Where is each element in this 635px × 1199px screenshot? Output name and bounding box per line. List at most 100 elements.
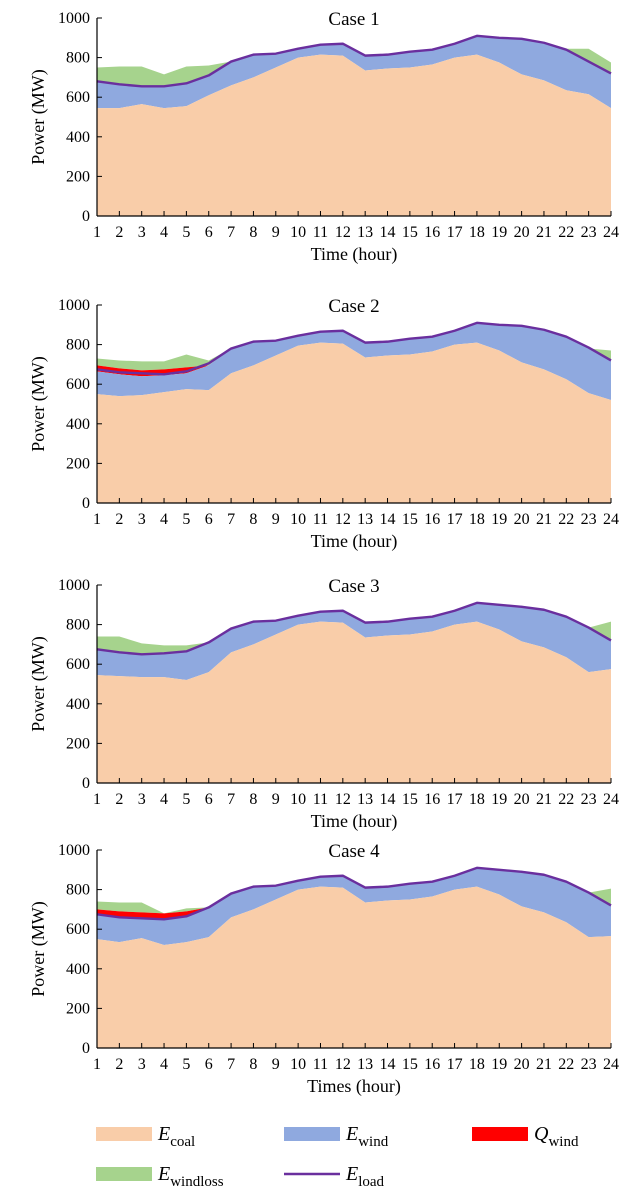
y-tick-label: 200 [66, 168, 90, 185]
x-tick-label: 23 [581, 224, 597, 241]
x-tick-label: 13 [357, 511, 373, 528]
x-tick-label: 24 [603, 1056, 619, 1073]
area-e-coal [97, 886, 611, 1048]
x-tick-label: 18 [469, 791, 485, 808]
x-tick-label: 19 [491, 1056, 507, 1073]
area-q-wind [97, 867, 611, 920]
x-tick-label: 7 [227, 224, 235, 241]
y-tick-label: 800 [66, 337, 90, 354]
y-tick-label: 600 [66, 656, 90, 673]
x-tick-label: 12 [335, 511, 351, 528]
x-tick-label: 9 [272, 511, 280, 528]
y-tick-label: 0 [82, 775, 90, 792]
legend-swatch-windloss [96, 1167, 152, 1181]
x-tick-label: 24 [603, 511, 619, 528]
x-tick-label: 12 [335, 791, 351, 808]
legend-swatch-wind [284, 1127, 340, 1141]
x-tick-label: 5 [182, 1056, 190, 1073]
x-tick-label: 21 [536, 224, 552, 241]
y-axis-title: Power (MW) [28, 356, 49, 451]
x-tick-label: 11 [313, 224, 328, 241]
x-tick-label: 22 [558, 1056, 574, 1073]
x-tick-label: 1 [93, 791, 101, 808]
y-tick-label: 0 [82, 495, 90, 512]
y-tick-label: 200 [66, 455, 90, 472]
y-tick-label: 600 [66, 376, 90, 393]
x-tick-label: 10 [290, 1056, 306, 1073]
y-tick-label: 600 [66, 921, 90, 938]
panel-title: Case 2 [328, 296, 379, 317]
x-tick-label: 21 [536, 511, 552, 528]
x-tick-label: 3 [138, 791, 146, 808]
x-tick-label: 14 [380, 1056, 396, 1073]
y-tick-label: 200 [66, 735, 90, 752]
x-tick-label: 19 [491, 224, 507, 241]
x-tick-label: 5 [182, 511, 190, 528]
legend-item-load: Eload [284, 1163, 385, 1190]
x-tick-label: 8 [249, 791, 257, 808]
x-tick-label: 17 [447, 224, 463, 241]
legend-subscript: load [358, 1174, 384, 1190]
x-tick-label: 15 [402, 791, 418, 808]
x-tick-label: 12 [335, 224, 351, 241]
legend-item-coal: Ecoal [96, 1123, 195, 1150]
x-tick-label: 4 [160, 1056, 168, 1073]
x-tick-label: 3 [138, 511, 146, 528]
y-tick-label: 400 [66, 696, 90, 713]
x-tick-label: 15 [402, 224, 418, 241]
x-tick-label: 19 [491, 791, 507, 808]
x-tick-label: 24 [603, 224, 619, 241]
panel-title: Case 4 [328, 841, 380, 862]
x-axis-title: Times (hour) [307, 1076, 401, 1097]
x-tick-label: 18 [469, 511, 485, 528]
y-tick-label: 1000 [58, 10, 90, 27]
area-e-wind [97, 322, 611, 401]
x-tick-label: 13 [357, 791, 373, 808]
area-e-wind [97, 867, 611, 946]
x-tick-label: 14 [380, 511, 396, 528]
x-tick-label: 11 [313, 1056, 328, 1073]
x-tick-label: 22 [558, 791, 574, 808]
panel-title: Case 3 [328, 576, 379, 597]
x-tick-label: 11 [313, 791, 328, 808]
legend-symbol: E [345, 1123, 358, 1145]
area-e-wind [97, 35, 611, 109]
x-tick-label: 1 [93, 1056, 101, 1073]
y-tick-label: 800 [66, 617, 90, 634]
x-tick-label: 17 [447, 791, 463, 808]
x-tick-label: 7 [227, 511, 235, 528]
line-e-load [96, 34, 612, 88]
area-e-windloss [97, 35, 611, 87]
x-tick-label: 9 [272, 791, 280, 808]
legend-item-windloss: Ewindloss [96, 1163, 224, 1190]
y-axis-title: Power (MW) [28, 636, 49, 731]
x-tick-label: 5 [182, 791, 190, 808]
y-tick-label: 0 [82, 1040, 90, 1057]
x-tick-label: 13 [357, 224, 373, 241]
area-e-windloss [97, 867, 611, 914]
x-tick-label: 16 [424, 1056, 440, 1073]
x-axis-title: Time (hour) [311, 531, 398, 552]
line-e-load [96, 866, 612, 921]
x-tick-label: 13 [357, 1056, 373, 1073]
x-tick-label: 8 [249, 1056, 257, 1073]
x-tick-label: 6 [205, 224, 213, 241]
x-tick-label: 3 [138, 224, 146, 241]
y-axis-title: Power (MW) [28, 901, 49, 996]
legend-swatch-coal [96, 1127, 152, 1141]
y-tick-label: 600 [66, 89, 90, 106]
x-tick-label: 6 [205, 791, 213, 808]
x-tick-label: 7 [227, 1056, 235, 1073]
area-e-windloss [97, 602, 611, 655]
x-tick-label: 20 [514, 224, 530, 241]
x-tick-label: 20 [514, 791, 530, 808]
legend-item-wind: Ewind [284, 1123, 389, 1150]
x-tick-label: 23 [581, 1056, 597, 1073]
x-tick-label: 10 [290, 511, 306, 528]
x-tick-label: 10 [290, 791, 306, 808]
legend-subscript: wind [358, 1134, 389, 1150]
x-tick-label: 8 [249, 511, 257, 528]
x-tick-label: 5 [182, 224, 190, 241]
y-tick-label: 1000 [58, 297, 90, 314]
